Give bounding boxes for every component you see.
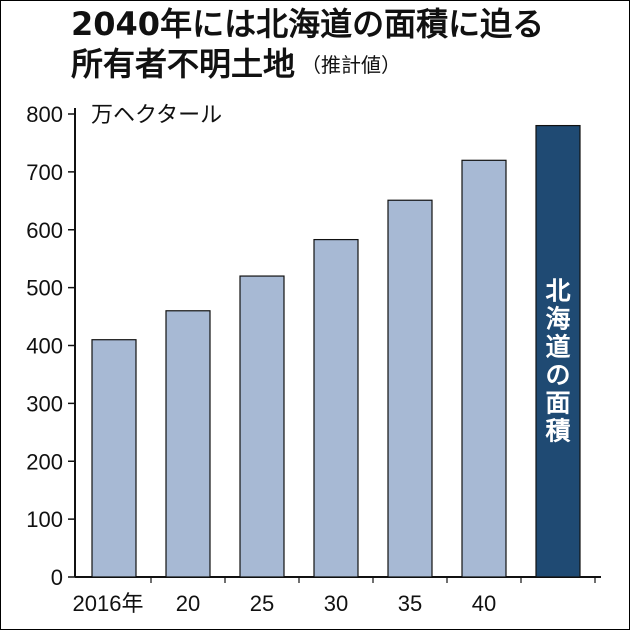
y-tick-label: 200 [26, 449, 63, 474]
y-tick-label: 500 [26, 276, 63, 301]
bar [387, 199, 433, 578]
y-tick-label: 400 [26, 334, 63, 359]
y-tick-label: 100 [26, 507, 63, 532]
x-tick-label: 25 [250, 591, 274, 616]
y-tick-label: 0 [51, 565, 63, 590]
chart-title-line1: 2040年には北海道の面積に迫る [71, 5, 545, 43]
x-tick-label: 2016年 [73, 591, 144, 616]
bar [91, 339, 137, 578]
y-tick-label: 800 [26, 102, 63, 127]
bar [461, 159, 507, 578]
y-tick-label: 300 [26, 391, 63, 416]
chart-title-line2: 所有者不明土地 （推計値） [71, 45, 401, 84]
reference-bar-hokkaido [535, 124, 581, 578]
x-tick-label: 35 [398, 591, 422, 616]
bar [313, 238, 359, 578]
x-tick-label: 20 [176, 591, 200, 616]
y-tick-label: 700 [26, 160, 63, 185]
x-tick-label: 40 [472, 591, 496, 616]
reference-bar-label: 北海道の面積 [545, 277, 570, 446]
bar [165, 310, 211, 578]
chart-title-note: （推計値） [301, 53, 402, 77]
y-tick-label: 600 [26, 218, 63, 243]
chart-title-main: 所有者不明土地 [71, 45, 296, 83]
bar [239, 275, 285, 578]
x-tick-label: 30 [324, 591, 348, 616]
y-axis-unit-label: 万ヘクタール [91, 103, 222, 128]
